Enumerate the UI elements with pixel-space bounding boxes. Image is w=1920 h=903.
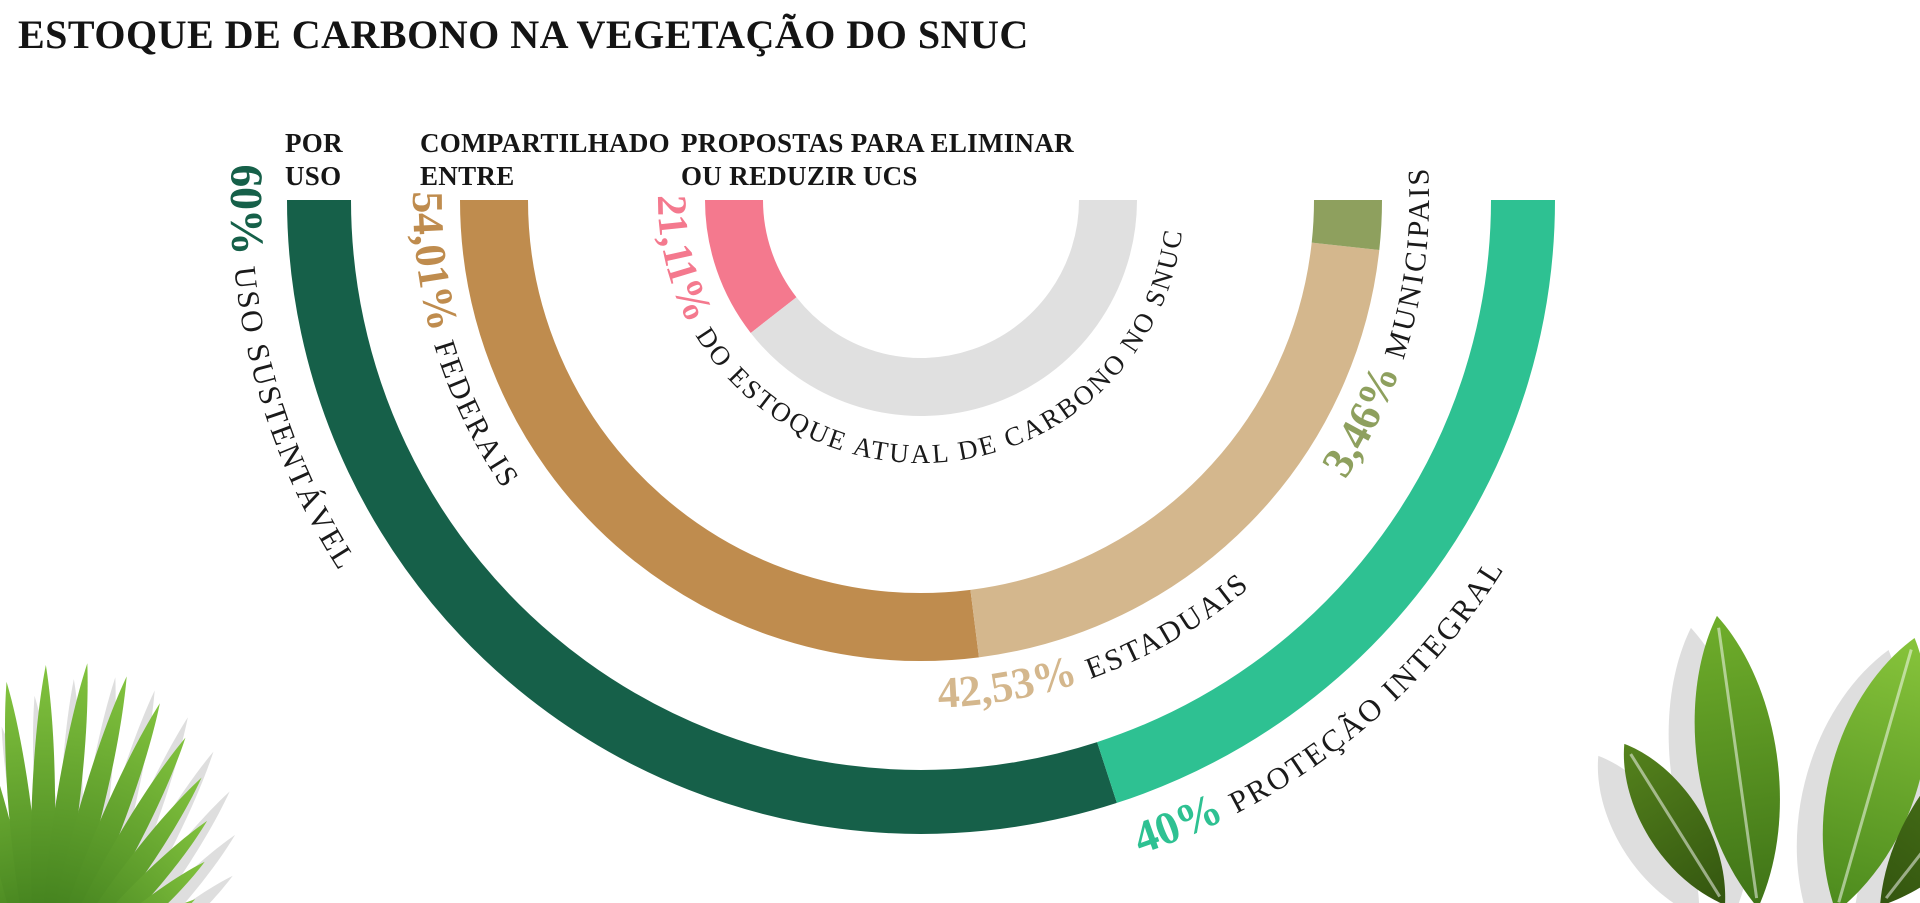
leaf-shape: [40, 676, 127, 903]
ring-1-segment-0: [460, 199, 979, 661]
leaf-shape: [1822, 638, 1920, 903]
header-compartilhado-line2: ENTRE: [420, 161, 515, 191]
leaf-shape: [1694, 615, 1780, 903]
leaf-shape: [40, 737, 186, 903]
leaf-shape: [40, 703, 160, 903]
leaf-shape: [68, 834, 236, 903]
header-propostas-line2: OU REDUZIR UCS: [681, 161, 918, 191]
leaf-shape: [1880, 701, 1920, 903]
ring-0-segment-0: [287, 199, 1117, 834]
header-compartilhado-line1: COMPARTILHADO: [420, 128, 670, 158]
tropical-leaves-decoration: [1597, 615, 1920, 903]
leaf-shape: [40, 777, 202, 903]
page-title: ESTOQUE DE CARBONO NA VEGETAÇÃO DO SNUC: [18, 12, 1029, 57]
header-por-uso-line2: USO: [285, 161, 341, 191]
leaf-shape: [40, 820, 208, 903]
ring-0-segment-1: [1097, 199, 1555, 803]
leaf-shape: [1597, 755, 1700, 903]
leaf-shape: [40, 861, 205, 903]
leaf-shape: [30, 665, 56, 903]
leaf-shape: [0, 712, 40, 903]
leaf-shape: [39, 663, 88, 903]
palm-frond-leaf-decoration: [0, 663, 236, 903]
ring-1-segment-2: [1311, 199, 1383, 250]
ring-1-segment-1: [970, 242, 1380, 658]
ring-headers: POR USO COMPARTILHADO ENTRE PROPOSTAS PA…: [285, 128, 1074, 191]
ring-2-segment-0: [705, 199, 797, 333]
header-por-uso-line1: POR: [285, 128, 343, 158]
leaf-shape: [5, 681, 42, 903]
header-propostas-line1: PROPOSTAS PARA ELIMINAR: [681, 128, 1074, 158]
ring-2-segment-1: [750, 199, 1137, 417]
leaf-shape: [1623, 743, 1726, 903]
